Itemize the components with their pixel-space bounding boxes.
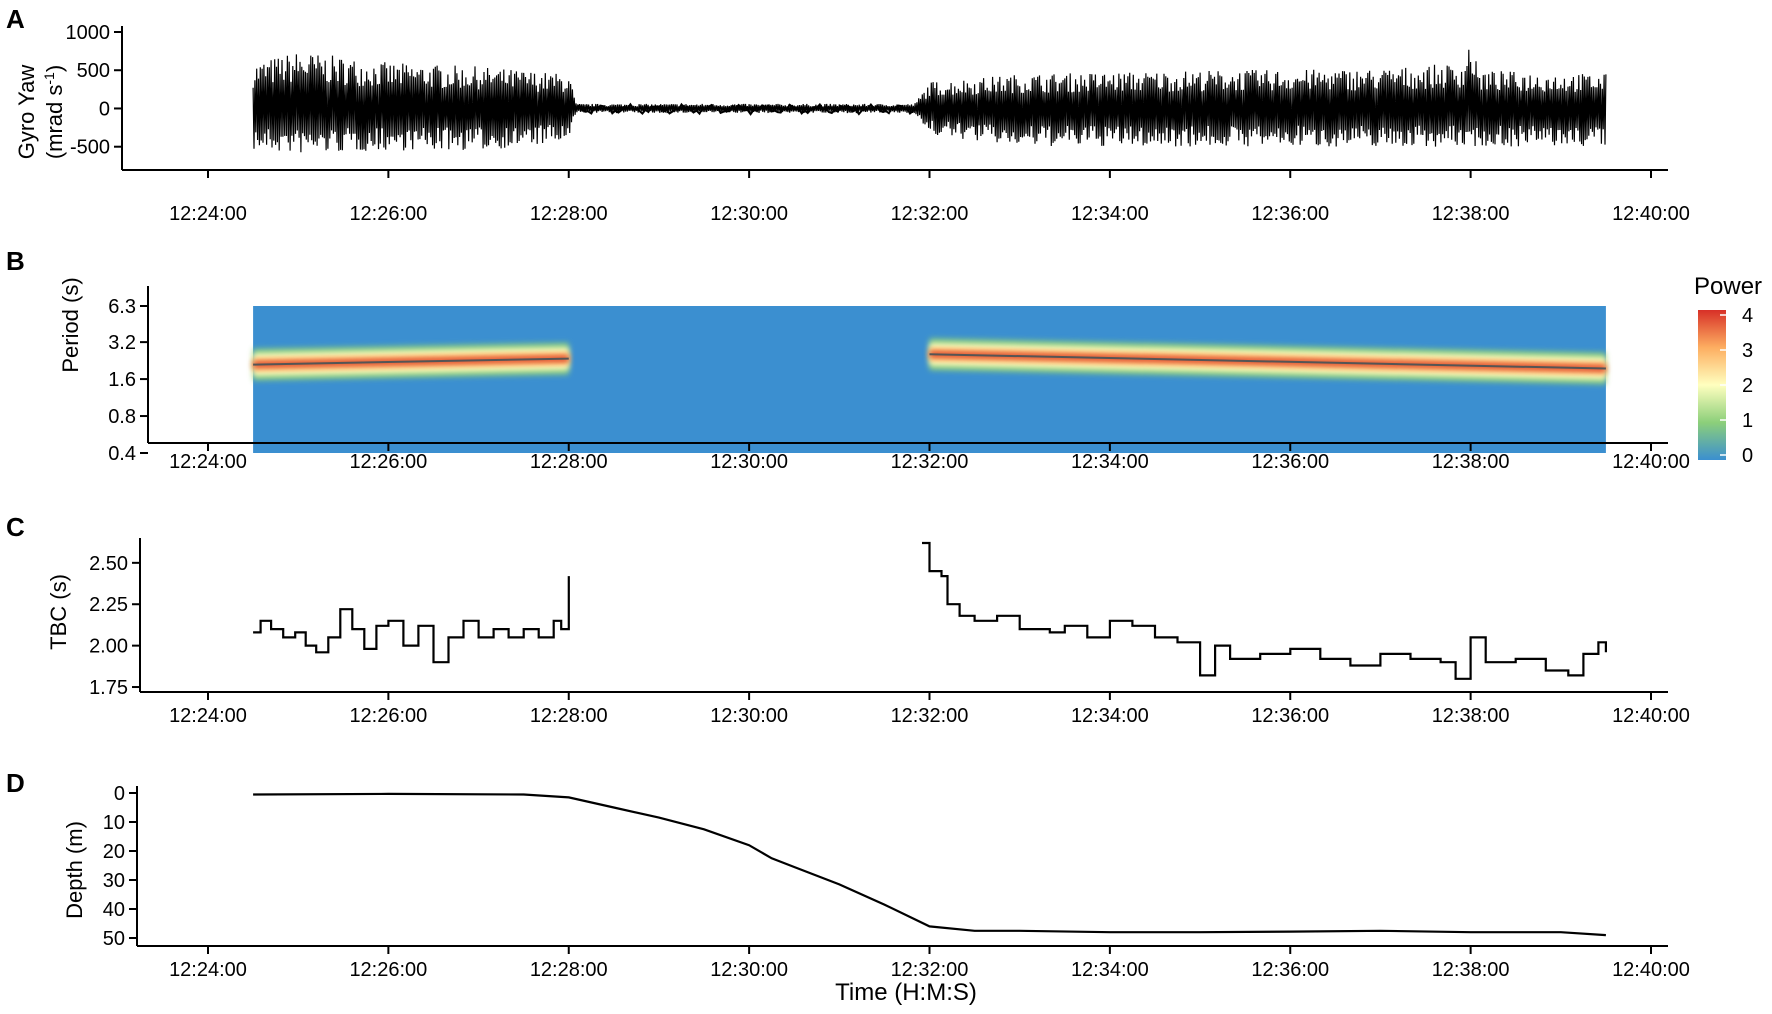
power-legend-tick-label: 1 — [1742, 410, 1753, 432]
panel-a-y-ticks: 1000 500 0 -500 — [66, 22, 122, 159]
panel-b-y-tick-label: 1.6 — [108, 369, 136, 391]
panel-c-x-tick-label: 12:38:00 — [1432, 705, 1510, 727]
power-legend-tick-label: 3 — [1742, 340, 1753, 362]
panel-d-x-tick-label: 12:36:00 — [1251, 959, 1329, 981]
panel-a-ylabel-line1: Gyro Yaw — [14, 65, 39, 160]
power-legend-tick-label: 0 — [1742, 445, 1753, 467]
power-legend-tick-label: 2 — [1742, 375, 1753, 397]
panel-c-y-ticks: 2.50 2.25 2.00 1.75 — [89, 553, 140, 699]
panel-b-x-ticks: 12:24:00 12:26:00 12:28:00 12:30:00 12:32:00… — [169, 443, 1690, 473]
panel-b-ridge-line — [929, 353, 1606, 370]
panel-c-y-tick-label: 2.25 — [89, 594, 128, 616]
panel-d: D Depth (m) 0 10 20 30 40 50 12:24:00 12:26:00… — [6, 768, 1690, 1006]
panel-a-y-tick-label: 1000 — [66, 22, 111, 44]
panel-b-x-tick-label: 12:40:00 — [1612, 451, 1690, 473]
panel-b-ridges — [253, 338, 1606, 385]
panel-d-y-tick-label: 50 — [103, 928, 125, 950]
panel-b: B Period (s) 6.33.21.60.80.4 12:24:00 12:… — [6, 246, 1762, 473]
panel-letter-c: C — [6, 512, 25, 542]
panel-b-x-tick-label: 12:34:00 — [1071, 451, 1149, 473]
panel-a-x-tick-label: 12:36:00 — [1251, 203, 1329, 225]
power-legend-title: Power — [1694, 273, 1762, 300]
panel-d-x-tick-label: 12:26:00 — [349, 959, 427, 981]
panel-d-x-tick-label: 12:24:00 — [169, 959, 247, 981]
panel-c-x-ticks: 12:24:00 12:26:00 12:28:00 12:30:00 12:32:00… — [169, 692, 1690, 727]
panel-b-ridge-band — [253, 342, 569, 381]
panel-b-y-ticks: 6.3 3.2 1.6 0.8 0.4 — [108, 296, 148, 465]
panel-c-y-tick-label: 2.50 — [89, 553, 128, 575]
power-legend-tick-label: 4 — [1742, 305, 1753, 327]
panel-a-ylabel: Gyro Yaw (mrad s-1) — [14, 65, 67, 160]
panel-d-y-tick-label: 20 — [103, 841, 125, 863]
panel-c-x-tick-label: 12:34:00 — [1071, 705, 1149, 727]
panel-a-x-ticks: 12:24:00 12:26:00 12:28:00 12:30:00 12:32:00… — [169, 170, 1690, 225]
panel-b-x-tick-label: 12:38:00 — [1432, 451, 1510, 473]
panel-a-x-tick-label: 12:28:00 — [530, 203, 608, 225]
panel-b-x-tick-label: 12:36:00 — [1251, 451, 1329, 473]
panel-b-x-tick-label: 12:32:00 — [891, 451, 969, 473]
panel-b-y-tick-label: 6.3 — [108, 296, 136, 318]
panel-c-tbc-segment — [922, 541, 1607, 680]
panel-d-y-tick-label: 40 — [103, 899, 125, 921]
panel-c-x-tick-label: 12:28:00 — [530, 705, 608, 727]
panel-d-x-tick-label: 12:38:00 — [1432, 959, 1510, 981]
panel-a-x-tick-label: 12:30:00 — [710, 203, 788, 225]
panel-c-x-tick-label: 12:40:00 — [1612, 705, 1690, 727]
panel-d-x-tick-label: 12:40:00 — [1612, 959, 1690, 981]
panel-d-xlabel: Time (H:M:S) — [835, 979, 977, 1006]
panel-a-x-tick-label: 12:38:00 — [1432, 203, 1510, 225]
panel-a-y-tick-label: -500 — [70, 137, 110, 159]
panel-c-y-tick-label: 1.75 — [89, 677, 128, 699]
panel-a: A Gyro Yaw (mrad s-1) 1000 500 0 -500 12:24… — [6, 4, 1690, 225]
panel-d-y-tick-label: 30 — [103, 870, 125, 892]
power-legend: Power 4 3 2 1 0 — [1694, 273, 1762, 467]
panel-c-x-tick-label: 12:32:00 — [891, 705, 969, 727]
panel-d-ylabel: Depth (m) — [62, 821, 87, 919]
panel-d-x-ticks: 12:24:00 12:26:00 12:28:00 12:30:00 12:32:00… — [169, 946, 1690, 981]
panel-b-ridge-band — [929, 338, 1606, 385]
panel-d-depth-line — [253, 792, 1606, 937]
panel-d-y-tick-label: 0 — [114, 783, 125, 805]
panel-a-ylabel-line2: (mrad s-1) — [41, 65, 67, 159]
panel-d-x-tick-label: 12:30:00 — [710, 959, 788, 981]
panel-b-y-tick-label: 3.2 — [108, 332, 136, 354]
panel-d-x-tick-label: 12:28:00 — [530, 959, 608, 981]
panel-letter-a: A — [6, 4, 25, 34]
panel-d-x-tick-label: 12:34:00 — [1071, 959, 1149, 981]
panel-a-gyro-signal — [252, 49, 1607, 153]
panel-d-y-ticks: 0 10 20 30 40 50 — [103, 783, 137, 950]
panel-b-ridge-line — [253, 357, 569, 366]
panel-letter-b: B — [6, 246, 25, 276]
panel-c-ylabel: TBC (s) — [46, 574, 71, 650]
panel-a-y-tick-label: 0 — [99, 98, 110, 120]
panel-b-x-tick-label: 12:28:00 — [530, 451, 608, 473]
panel-c-x-tick-label: 12:26:00 — [349, 705, 427, 727]
panel-a-x-tick-label: 12:26:00 — [349, 203, 427, 225]
panel-a-x-tick-label: 12:24:00 — [169, 203, 247, 225]
panel-b-y-tick-label: 0.4 — [108, 443, 136, 465]
panel-c-x-tick-label: 12:30:00 — [710, 705, 788, 727]
panel-a-x-tick-label: 12:32:00 — [891, 203, 969, 225]
panel-letter-d: D — [6, 768, 25, 798]
panel-b-y-tick-label: 0.8 — [108, 406, 136, 428]
panel-a-gyro-centerline — [575, 102, 914, 116]
panel-d-y-tick-label: 10 — [103, 812, 125, 834]
panel-c-x-tick-label: 12:36:00 — [1251, 705, 1329, 727]
panel-c-x-tick-label: 12:24:00 — [169, 705, 247, 727]
panel-c-tbc-lines — [253, 541, 1607, 680]
panel-c-y-tick-label: 2.00 — [89, 636, 128, 658]
panel-c-tbc-segment — [253, 576, 570, 664]
panel-c: C TBC (s) 2.50 2.25 2.00 1.75 12:24:00 12:26… — [6, 512, 1690, 727]
panel-b-x-tick-label: 12:26:00 — [349, 451, 427, 473]
panel-b-x-tick-label: 12:24:00 — [169, 451, 247, 473]
panel-b-ylabel: Period (s) — [58, 277, 83, 372]
panel-a-y-tick-label: 500 — [77, 60, 110, 82]
power-legend-ticks: 4 3 2 1 0 — [1720, 305, 1753, 467]
panel-d-x-tick-label: 12:32:00 — [891, 959, 969, 981]
panel-b-x-tick-label: 12:30:00 — [710, 451, 788, 473]
panel-a-x-tick-label: 12:34:00 — [1071, 203, 1149, 225]
panel-a-x-tick-label: 12:40:00 — [1612, 203, 1690, 225]
